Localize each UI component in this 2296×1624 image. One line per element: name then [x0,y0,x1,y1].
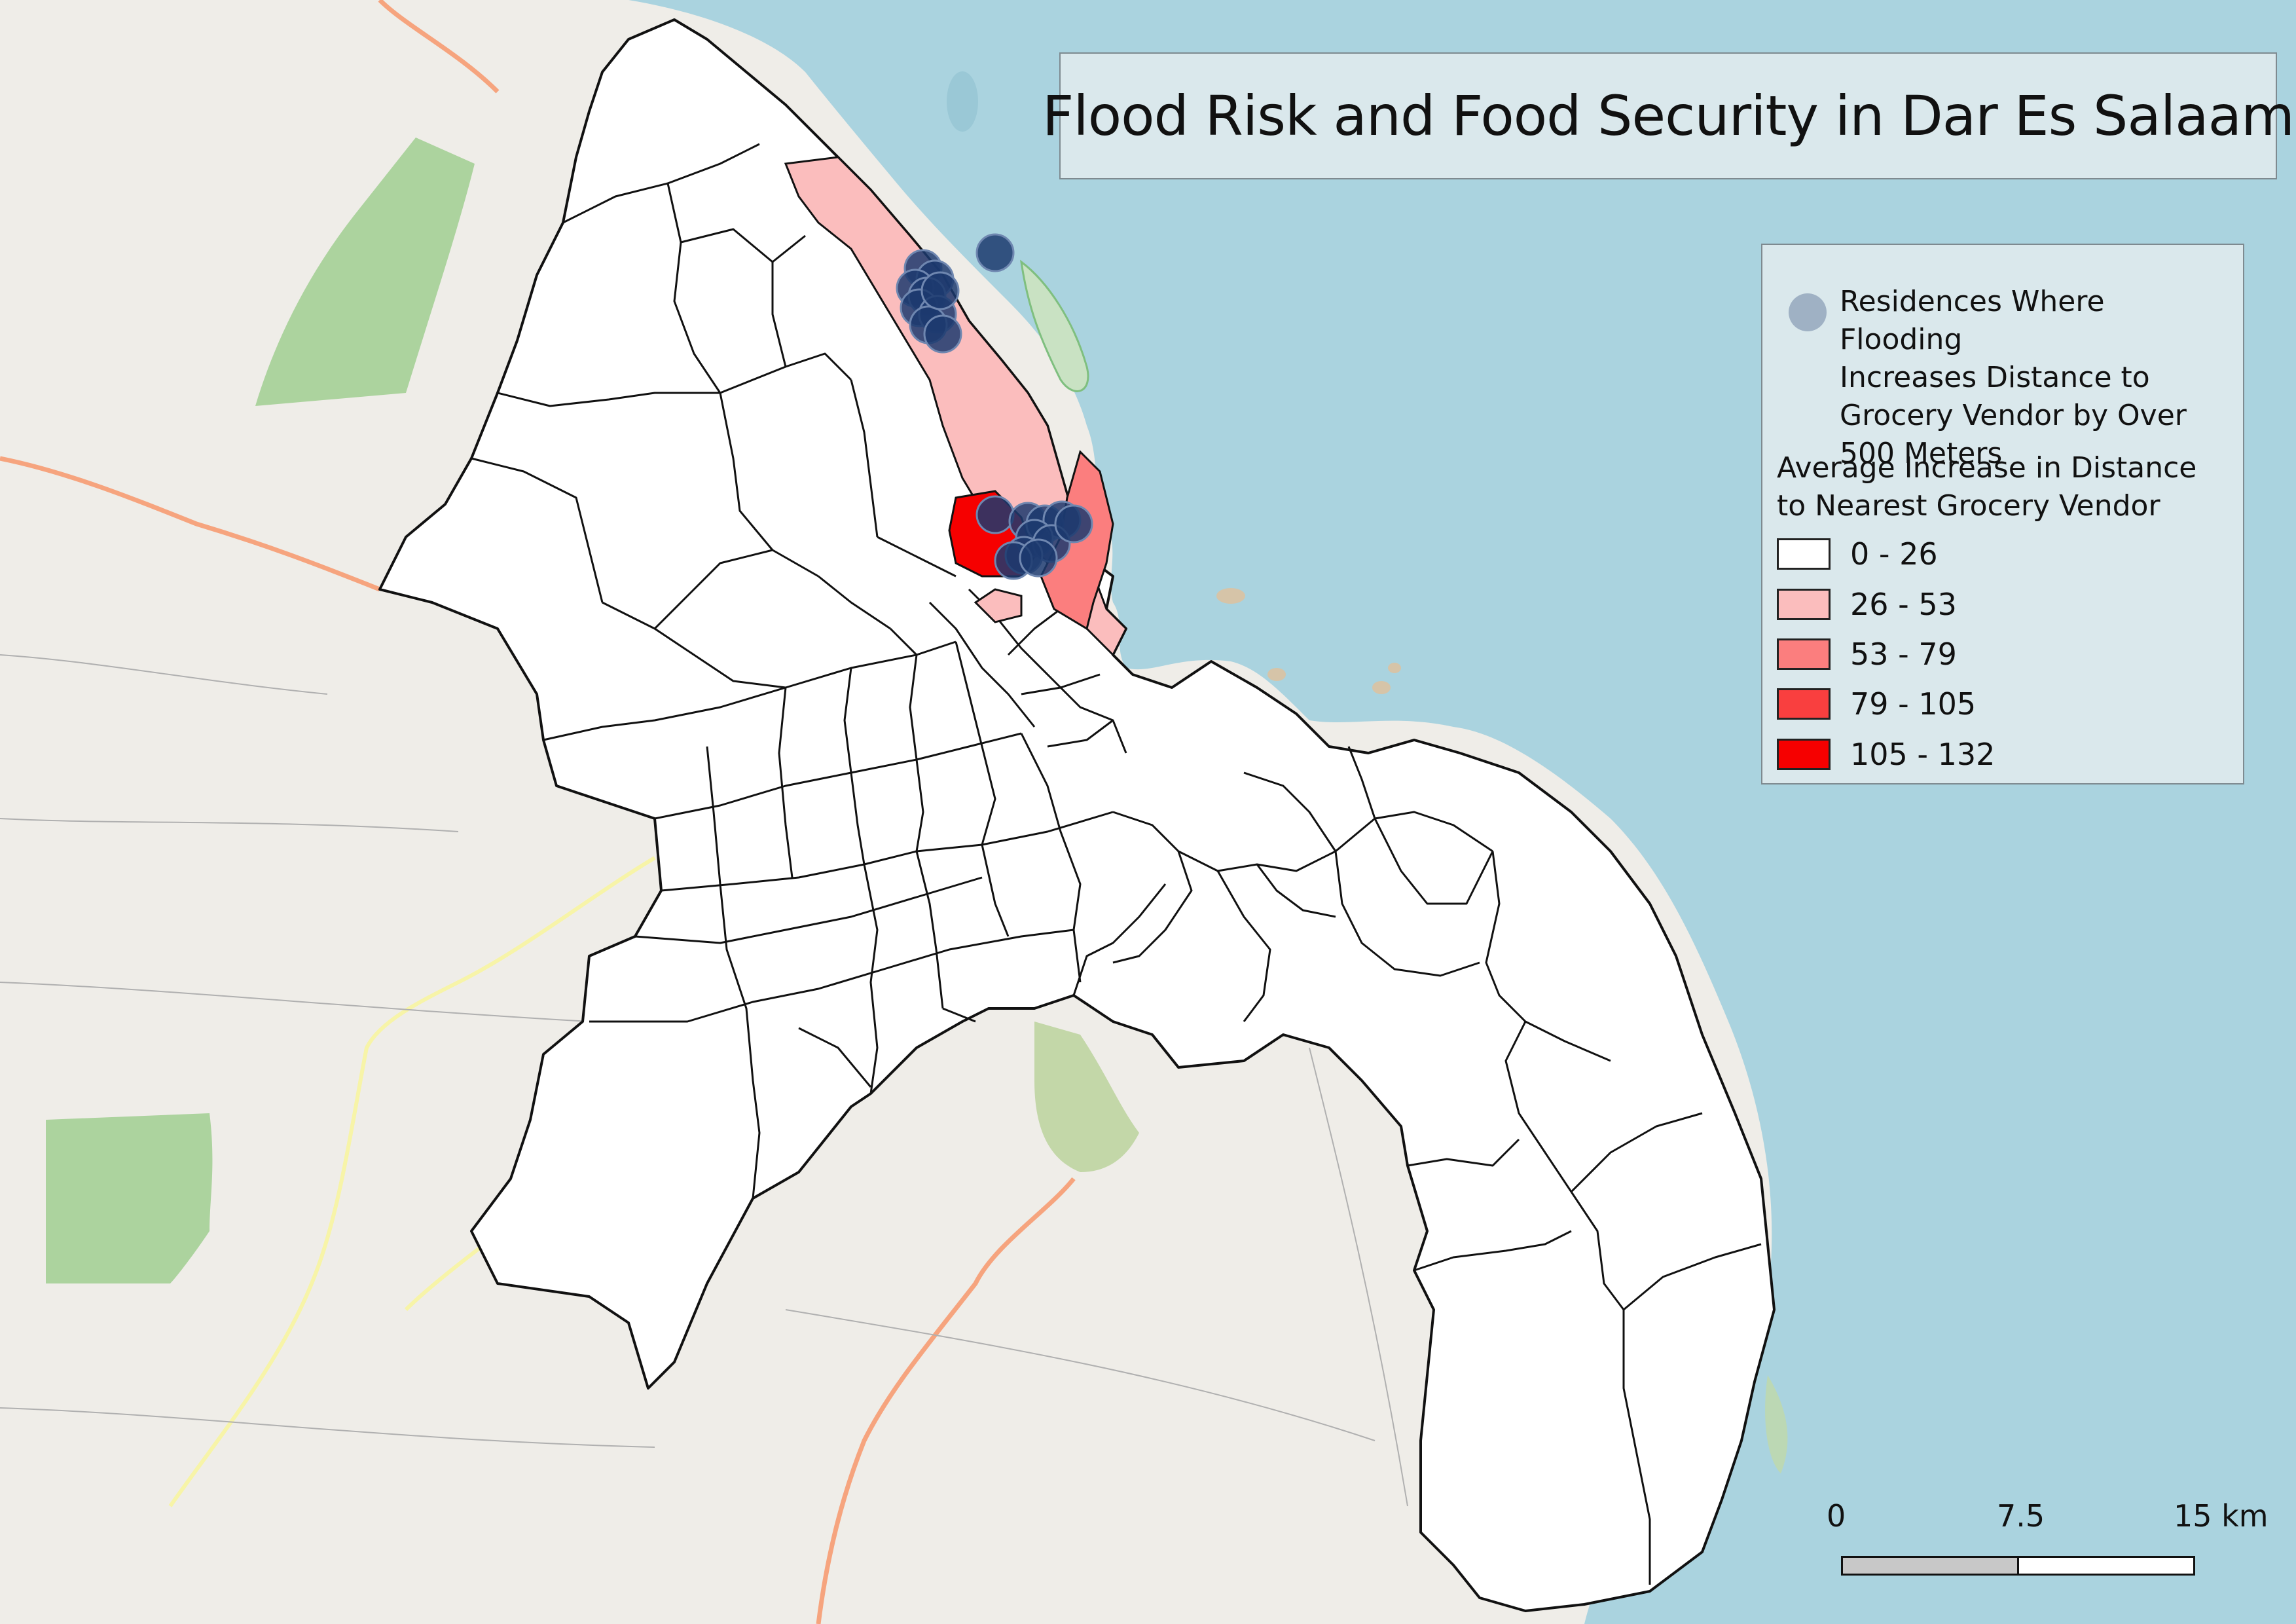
residence-point[interactable] [975,233,1015,272]
reef [947,71,978,132]
legend-swatch [1777,538,1831,570]
reef [1372,681,1391,694]
map-legend: Residences Where Flooding Increases Dist… [1761,244,2244,784]
legend-point-symbol [1789,293,1827,331]
reef [1267,668,1286,681]
legend-heading: Average Increase in Distance to Nearest … [1777,449,2229,525]
ward-class-26-53-mikocheni [974,588,1023,623]
scale-label-end: 15 km [2174,1498,2269,1534]
legend-class-4: 79 - 105 [1777,687,2229,721]
scale-segment-1 [1841,1556,2019,1576]
legend-class-label: 0 - 26 [1850,536,1938,572]
southwest-forest [46,1113,213,1283]
legend-swatch [1777,589,1831,620]
pugu-forest [1034,1022,1139,1172]
legend-point-label: Residences Where Flooding Increases Dist… [1840,285,2187,470]
map-title: Flood Risk and Food Security in Dar Es S… [1042,84,2295,148]
legend-swatch [1777,688,1831,720]
residence-points[interactable] [896,233,1093,580]
residence-point[interactable] [1019,538,1058,578]
ruvu-forest [255,138,475,406]
mbudya-island [1020,259,1089,392]
scale-segment-2 [2017,1556,2195,1576]
legend-class-label: 105 - 132 [1850,737,1995,772]
legend-class-label: 26 - 53 [1850,587,1957,622]
legend-class-3: 53 - 79 [1777,637,2229,671]
scale-bar: 0 7.5 15 km [1827,1498,2269,1577]
tracks [0,654,1408,1507]
legend-class-5: 105 - 132 [1777,737,2229,771]
residence-point[interactable] [923,314,962,354]
residence-point[interactable] [1054,504,1093,544]
legend-swatch [1777,638,1831,670]
reef [1388,663,1401,673]
scale-label-start: 0 [1827,1498,1846,1534]
legend-heading-line2: to Nearest Grocery Vendor [1777,489,2160,523]
scale-label-mid: 7.5 [1997,1498,2045,1534]
legend-heading-line1: Average Increase in Distance [1777,451,2197,485]
southern-coast-reef [1765,1375,1788,1473]
legend-class-1: 0 - 26 [1777,537,2229,571]
residence-point[interactable] [920,271,960,310]
legend-class-2: 26 - 53 [1777,587,2229,621]
residence-point[interactable] [975,495,1015,534]
reef [1216,588,1245,604]
legend-swatch [1777,739,1831,770]
major-roads [0,0,1076,1624]
map-title-box: Flood Risk and Food Security in Dar Es S… [1042,52,2295,179]
legend-class-label: 53 - 79 [1850,637,1957,672]
ward-boundaries [471,143,1762,1585]
legend-class-label: 79 - 105 [1850,686,1977,722]
